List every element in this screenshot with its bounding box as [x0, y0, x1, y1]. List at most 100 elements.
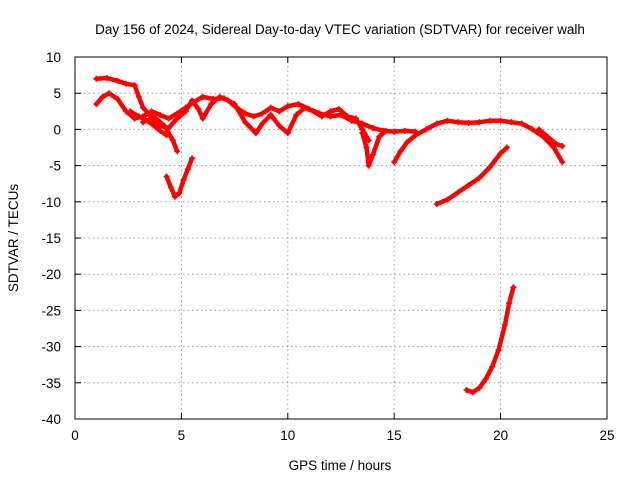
- data-point: [259, 110, 266, 117]
- data-point: [146, 119, 153, 126]
- data-point: [276, 122, 283, 129]
- data-point: [506, 300, 513, 307]
- data-point: [135, 113, 142, 120]
- data-point: [359, 120, 366, 127]
- data-point: [444, 196, 451, 203]
- data-point: [195, 106, 202, 113]
- data-point: [174, 148, 181, 155]
- data-point: [106, 90, 113, 97]
- data-point: [295, 101, 302, 108]
- data-point: [535, 126, 542, 133]
- data-point: [518, 120, 525, 127]
- series-track-9: [434, 145, 510, 207]
- data-point: [365, 162, 372, 169]
- data-point: [444, 117, 451, 124]
- data-point: [157, 122, 164, 129]
- data-point: [199, 115, 206, 122]
- x-axis-label: GPS time / hours: [289, 458, 392, 473]
- data-point: [131, 115, 138, 122]
- data-point: [559, 158, 566, 165]
- data-point: [433, 200, 440, 207]
- data-point: [382, 127, 389, 134]
- data-point: [252, 130, 259, 137]
- data-point: [276, 108, 283, 115]
- data-point: [174, 110, 181, 117]
- data-point: [391, 128, 398, 135]
- y-tick-label: 10: [46, 50, 61, 65]
- data-point: [184, 166, 191, 173]
- data-point: [423, 126, 430, 133]
- axis-ticks: 0 5 10 15 20 25 10 5 0 -5 -10 -15 -20 -25 -30 -35 -40: [41, 50, 614, 443]
- data-point: [369, 151, 376, 158]
- data-point: [127, 108, 134, 115]
- chart-title: Day 156 of 2024, Sidereal Day-to-day VTE…: [95, 22, 585, 37]
- data-point: [189, 97, 196, 104]
- data-point: [476, 384, 483, 391]
- data-point: [433, 120, 440, 127]
- grid: [75, 57, 607, 419]
- data-point: [157, 127, 164, 134]
- data-point: [316, 110, 323, 117]
- data-point: [550, 144, 557, 151]
- data-point: [510, 284, 517, 291]
- y-axis-label: SDTVAR / TECUs: [6, 184, 21, 293]
- data-point: [486, 164, 493, 171]
- data-point: [123, 80, 130, 87]
- data-point: [225, 97, 232, 104]
- data-point: [327, 108, 334, 115]
- data-point: [148, 115, 155, 122]
- data-point: [114, 95, 121, 102]
- data-point: [131, 82, 138, 89]
- x-tick-label: 20: [493, 428, 508, 443]
- data-point: [99, 93, 106, 100]
- data-point: [242, 110, 249, 117]
- y-tick-label: -15: [41, 231, 61, 246]
- data-point: [208, 101, 215, 108]
- data-point: [93, 101, 100, 108]
- data-point: [412, 132, 419, 139]
- y-tick-label: -30: [41, 340, 61, 355]
- data-point: [172, 193, 179, 200]
- data-point: [93, 75, 100, 82]
- y-tick-label: -35: [41, 376, 61, 391]
- data-point: [148, 108, 155, 115]
- data-point: [189, 155, 196, 162]
- data-point: [552, 140, 559, 147]
- data-point: [544, 133, 551, 140]
- data-point: [250, 113, 257, 120]
- data-point: [465, 119, 472, 126]
- data-series: [93, 74, 566, 396]
- data-point: [391, 158, 398, 165]
- data-point: [338, 111, 344, 118]
- data-point: [497, 117, 504, 124]
- data-point: [397, 148, 404, 155]
- x-tick-label: 10: [280, 428, 295, 443]
- data-point: [401, 127, 408, 134]
- data-point: [359, 130, 366, 137]
- data-point: [476, 119, 483, 126]
- x-tick-label: 15: [387, 428, 402, 443]
- y-tick-label: 5: [53, 86, 61, 101]
- y-tick-label: -40: [41, 412, 61, 427]
- x-tick-label: 25: [599, 428, 614, 443]
- data-point: [486, 117, 493, 124]
- y-tick-label: -25: [41, 303, 61, 318]
- data-point: [489, 363, 496, 370]
- data-point: [306, 106, 313, 113]
- data-point: [163, 173, 170, 180]
- data-point: [284, 103, 291, 110]
- data-point: [369, 124, 376, 131]
- data-point: [501, 321, 508, 328]
- data-point: [559, 143, 566, 150]
- series-track-8: [536, 127, 565, 149]
- data-point: [180, 177, 187, 184]
- data-point: [363, 144, 370, 151]
- data-point: [403, 139, 410, 146]
- data-point: [114, 77, 121, 84]
- data-point: [157, 111, 164, 118]
- y-tick-label: 0: [53, 122, 61, 137]
- data-point: [455, 189, 462, 196]
- data-point: [135, 93, 142, 100]
- data-point: [284, 130, 291, 137]
